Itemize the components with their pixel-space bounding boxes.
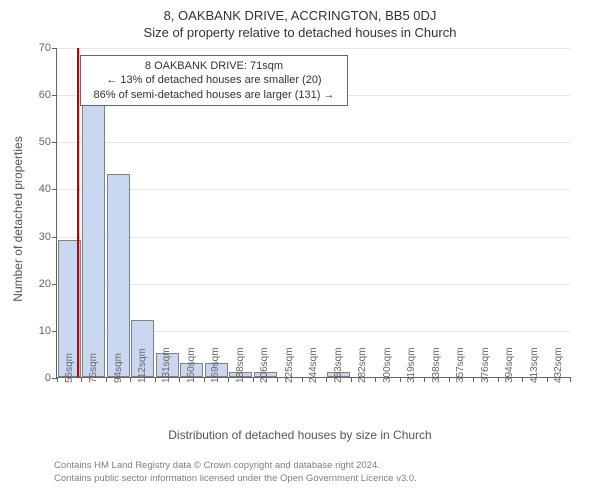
grid-line xyxy=(57,189,570,190)
x-tick-label: 206sqm xyxy=(259,347,270,383)
footer-line: Contains public sector information licen… xyxy=(54,473,417,486)
x-tick-mark xyxy=(155,377,156,382)
x-tick-label: 225sqm xyxy=(284,347,295,383)
y-tick-label: 40 xyxy=(39,183,57,195)
annotation-box: 8 OAKBANK DRIVE: 71sqm ← 13% of detached… xyxy=(80,55,348,106)
grid-line xyxy=(57,237,570,238)
x-tick-mark xyxy=(375,377,376,382)
x-tick-mark xyxy=(326,377,327,382)
x-tick-label: 244sqm xyxy=(308,347,319,383)
x-tick-mark xyxy=(498,377,499,382)
x-tick-label: 150sqm xyxy=(186,347,197,383)
x-tick-mark xyxy=(253,377,254,382)
x-tick-mark xyxy=(57,377,58,382)
y-tick-label: 0 xyxy=(45,372,57,384)
x-tick-label: 131sqm xyxy=(161,347,172,383)
x-tick-label: 357sqm xyxy=(455,347,466,383)
x-tick-mark xyxy=(424,377,425,382)
x-tick-mark xyxy=(228,377,229,382)
histogram-bar xyxy=(107,174,130,377)
x-tick-label: 432sqm xyxy=(553,347,564,383)
x-tick-label: 376sqm xyxy=(480,347,491,383)
chart-subtitle: Size of property relative to detached ho… xyxy=(0,25,600,40)
x-tick-mark xyxy=(522,377,523,382)
x-axis-label: Distribution of detached houses by size … xyxy=(0,428,600,442)
property-marker-line xyxy=(77,48,79,377)
y-tick-label: 70 xyxy=(39,42,57,54)
histogram-bar xyxy=(82,104,105,377)
grid-line xyxy=(57,142,570,143)
annotation-line: ← 13% of detached houses are smaller (20… xyxy=(87,73,341,87)
x-tick-label: 56sqm xyxy=(64,353,75,383)
chart-title: 8, OAKBANK DRIVE, ACCRINGTON, BB5 0DJ xyxy=(0,0,600,23)
x-tick-mark xyxy=(130,377,131,382)
x-tick-label: 263sqm xyxy=(333,347,344,383)
y-axis-label: Number of detached properties xyxy=(11,136,25,301)
y-tick-label: 20 xyxy=(39,278,57,290)
footer-line: Contains HM Land Registry data © Crown c… xyxy=(54,460,417,473)
x-tick-mark xyxy=(106,377,107,382)
attribution-footer: Contains HM Land Registry data © Crown c… xyxy=(54,460,417,486)
annotation-line: 8 OAKBANK DRIVE: 71sqm xyxy=(87,59,341,73)
x-tick-label: 338sqm xyxy=(431,347,442,383)
x-tick-mark xyxy=(351,377,352,382)
x-tick-label: 300sqm xyxy=(382,347,393,383)
y-tick-label: 50 xyxy=(39,136,57,148)
y-tick-label: 30 xyxy=(39,231,57,243)
x-tick-mark xyxy=(204,377,205,382)
x-tick-label: 282sqm xyxy=(357,347,368,383)
x-tick-mark xyxy=(570,377,571,382)
x-tick-mark xyxy=(473,377,474,382)
x-tick-mark xyxy=(302,377,303,382)
x-tick-label: 169sqm xyxy=(210,347,221,383)
x-tick-label: 112sqm xyxy=(137,348,148,383)
x-tick-mark xyxy=(547,377,548,382)
x-tick-mark xyxy=(179,377,180,382)
x-tick-label: 188sqm xyxy=(235,347,246,383)
x-tick-mark xyxy=(449,377,450,382)
x-tick-mark xyxy=(277,377,278,382)
y-tick-label: 60 xyxy=(39,89,57,101)
x-tick-mark xyxy=(400,377,401,382)
y-tick-label: 10 xyxy=(39,325,57,337)
annotation-line: 86% of semi-detached houses are larger (… xyxy=(87,88,341,102)
x-tick-label: 94sqm xyxy=(113,353,124,383)
x-tick-label: 319sqm xyxy=(406,347,417,383)
x-tick-mark xyxy=(81,377,82,382)
x-tick-label: 394sqm xyxy=(504,347,515,383)
chart-container: 8, OAKBANK DRIVE, ACCRINGTON, BB5 0DJ Si… xyxy=(0,0,600,500)
x-tick-label: 75sqm xyxy=(88,353,99,383)
grid-line xyxy=(57,284,570,285)
x-tick-label: 413sqm xyxy=(529,347,540,383)
grid-line xyxy=(57,48,570,49)
